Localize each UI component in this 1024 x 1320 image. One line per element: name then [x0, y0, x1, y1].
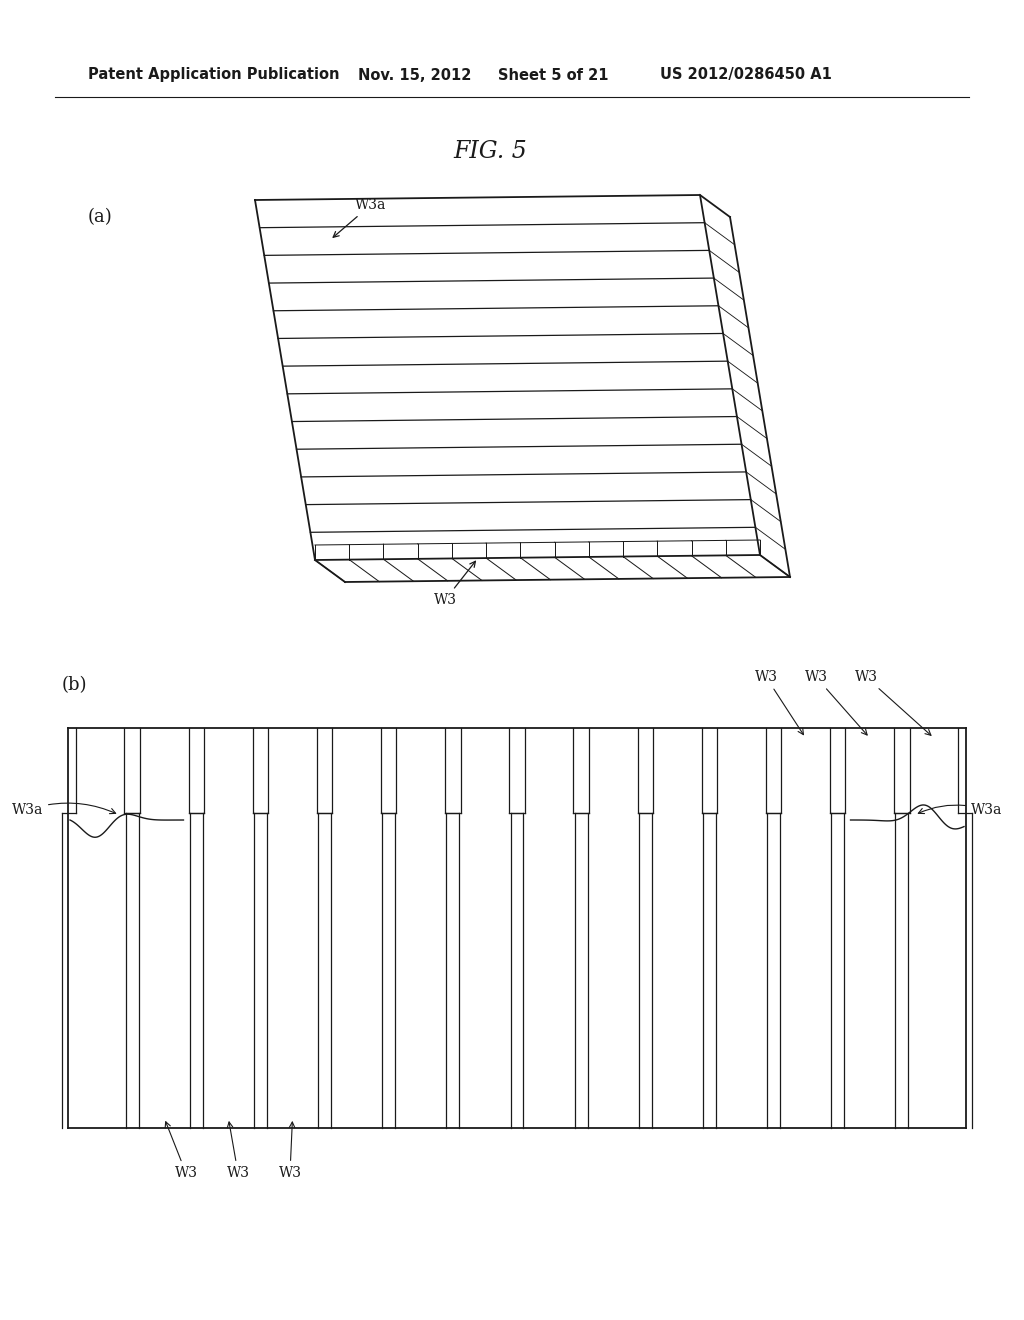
Text: W3a: W3a — [333, 198, 386, 238]
Text: W3: W3 — [433, 561, 475, 607]
Text: W3: W3 — [279, 1122, 301, 1180]
Text: W3: W3 — [805, 671, 867, 735]
Text: FIG. 5: FIG. 5 — [454, 140, 527, 164]
Text: W3: W3 — [755, 671, 804, 735]
Text: US 2012/0286450 A1: US 2012/0286450 A1 — [660, 67, 831, 82]
Text: W3: W3 — [854, 671, 931, 735]
Text: W3: W3 — [226, 1122, 250, 1180]
Text: W3a: W3a — [919, 803, 1002, 817]
Text: (a): (a) — [88, 209, 113, 226]
Text: W3a: W3a — [11, 803, 116, 817]
Text: Sheet 5 of 21: Sheet 5 of 21 — [498, 67, 608, 82]
Text: W3: W3 — [165, 1122, 198, 1180]
Text: Patent Application Publication: Patent Application Publication — [88, 67, 340, 82]
Text: Nov. 15, 2012: Nov. 15, 2012 — [358, 67, 471, 82]
Text: (b): (b) — [62, 676, 87, 694]
